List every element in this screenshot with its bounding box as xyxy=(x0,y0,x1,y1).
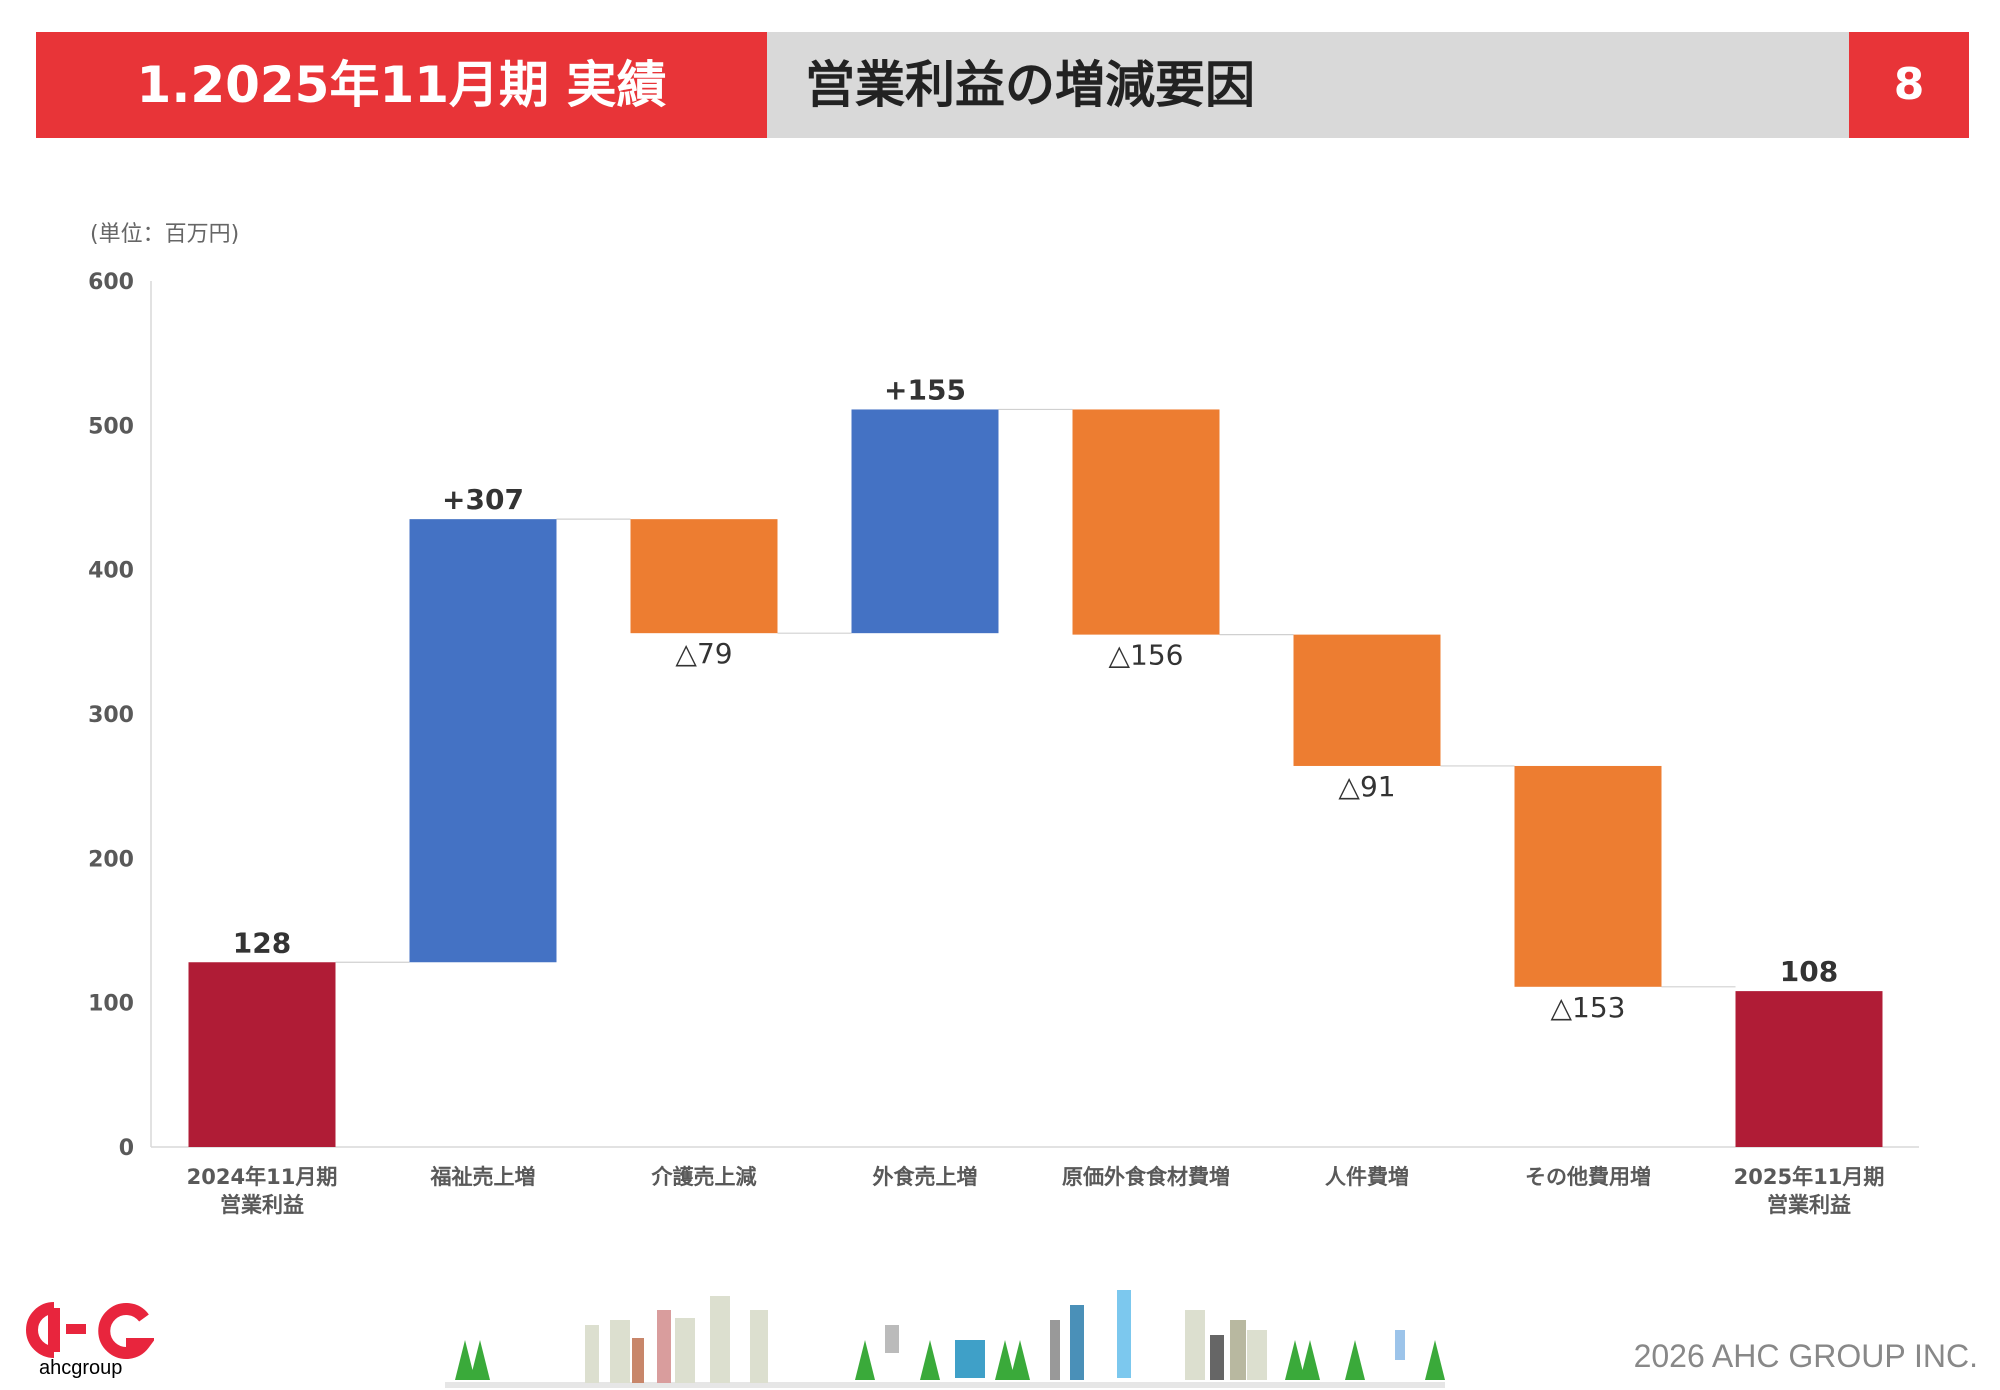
bar-decrease xyxy=(1293,634,1441,766)
y-tick-label: 100 xyxy=(88,992,134,1017)
category-label: その他費用増 xyxy=(1525,1165,1651,1189)
data-label: △91 xyxy=(1338,770,1395,803)
bar-increase xyxy=(409,519,557,963)
category-label: 介護売上減 xyxy=(651,1165,757,1189)
y-tick-label: 300 xyxy=(88,703,134,728)
bar-decrease xyxy=(1072,409,1220,635)
unit-label: (単位：百万円) xyxy=(90,222,240,247)
ahc-logo: ahcgroup xyxy=(26,1302,154,1379)
data-label: △153 xyxy=(1551,991,1626,1024)
y-tick-label: 400 xyxy=(88,559,134,584)
page-number: 8 xyxy=(1849,32,1969,138)
category-label: 営業利益 xyxy=(1767,1193,1851,1217)
copyright: 2026 AHC GROUP INC. xyxy=(1633,1338,1978,1374)
page-title: 営業利益の増減要因 xyxy=(767,32,1849,138)
data-label: 108 xyxy=(1780,955,1838,988)
bar-decrease xyxy=(1514,765,1662,987)
category-label: 原価外食食材費増 xyxy=(1062,1165,1230,1189)
category-label: 2024年11月期 xyxy=(187,1165,338,1189)
bar-total xyxy=(1735,991,1883,1147)
data-label: 128 xyxy=(233,926,291,959)
section-title: 1.2025年11月期 実績 xyxy=(36,32,767,138)
bar-increase xyxy=(851,409,999,634)
bar-decrease xyxy=(630,519,778,634)
category-label: 福祉売上増 xyxy=(430,1165,536,1189)
category-label: 2025年11月期 xyxy=(1734,1165,1885,1189)
data-label: △156 xyxy=(1109,639,1184,672)
y-tick-label: 600 xyxy=(88,270,134,295)
category-label: 外食売上増 xyxy=(873,1165,978,1189)
bar-total xyxy=(188,962,336,1147)
svg-text:ahcgroup: ahcgroup xyxy=(39,1357,122,1379)
city-illustration xyxy=(445,1290,1445,1388)
y-tick-label: 500 xyxy=(88,414,134,439)
y-tick-label: 0 xyxy=(119,1136,134,1161)
data-label: +155 xyxy=(884,373,966,406)
data-label: +307 xyxy=(442,483,524,516)
category-label: 人件費増 xyxy=(1325,1165,1409,1189)
data-label: △79 xyxy=(675,637,732,670)
category-label: 営業利益 xyxy=(220,1193,304,1217)
y-tick-label: 200 xyxy=(88,847,134,872)
